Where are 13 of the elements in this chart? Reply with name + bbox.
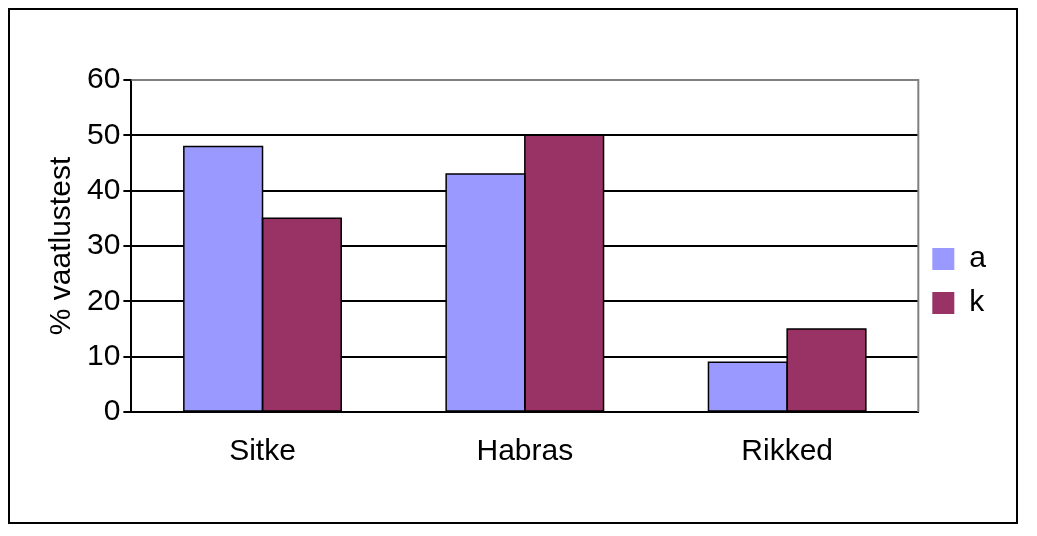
y-axis-title: % vaatlustest [43, 156, 77, 336]
y-tick-label: 30 [86, 227, 121, 261]
y-tick-label: 60 [86, 61, 121, 95]
y-tick-label: 10 [86, 337, 121, 371]
x-tick-label: Habras [476, 433, 574, 467]
y-tick-label: 20 [86, 282, 121, 316]
legend-label: a [969, 240, 987, 274]
y-tick-label: 0 [103, 393, 121, 427]
y-tick-label: 50 [86, 116, 121, 150]
y-tick-label: 40 [86, 171, 121, 205]
x-tick-label: Rikked [741, 433, 834, 467]
legend-label: k [969, 284, 986, 318]
x-tick-label: Sitke [229, 433, 296, 467]
